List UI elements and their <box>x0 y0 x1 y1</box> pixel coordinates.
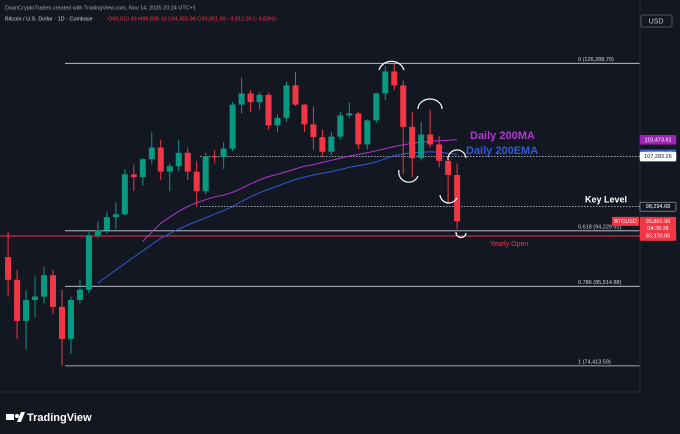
candle-body <box>355 113 362 145</box>
candle-body <box>76 289 83 300</box>
price-tag <box>639 135 677 145</box>
price-tags: 110,473.61107,733.05107,283.2698,294.689… <box>612 135 677 241</box>
candle-body <box>328 136 335 152</box>
logo: TradingView <box>6 412 92 424</box>
candle-body <box>14 279 21 321</box>
arc <box>378 60 405 71</box>
currency: USD <box>649 18 664 25</box>
symbol: Bitcoin / U.S. Dollar · 1D · Coinbase <box>5 16 93 22</box>
candle-body <box>148 147 155 160</box>
candle-body <box>139 159 146 178</box>
series-label: Daily 200EMA <box>466 145 538 157</box>
price-tag-label: 107,283.26 <box>644 154 672 160</box>
symbol-tag <box>612 216 639 226</box>
candle-body <box>211 156 218 158</box>
candle-body <box>400 85 407 127</box>
candle-body <box>409 126 416 159</box>
candle-body <box>436 144 443 161</box>
candle-body <box>5 257 12 280</box>
brand: TradingView <box>27 412 92 424</box>
candle-body <box>229 104 236 149</box>
logo-mark <box>6 414 14 420</box>
logo-mark <box>15 414 19 418</box>
candle-body <box>130 174 137 178</box>
annotations: Daily 200MA Daily 200EMA Key Level Yearly O… <box>466 130 627 248</box>
ma-line <box>142 139 458 242</box>
price-tag-label: 93,370.06 <box>646 234 670 240</box>
candle-body <box>103 217 110 231</box>
last-price-label: 95,801.99 <box>646 219 670 225</box>
candle-body <box>58 306 65 339</box>
price-tag <box>639 201 677 212</box>
price-tag <box>639 151 677 162</box>
price-tag-label: 98,294.68 <box>646 204 670 210</box>
candle-body <box>121 174 128 215</box>
candle-body <box>427 134 434 145</box>
candle-body <box>337 115 344 137</box>
candle-body <box>202 156 209 192</box>
price-tag-label: 110,473.61 <box>644 137 671 143</box>
arc <box>439 194 458 204</box>
candle-body <box>382 71 389 94</box>
candle-body <box>445 160 452 175</box>
circle-annotations <box>378 60 467 239</box>
candle-body <box>238 93 245 105</box>
candle-body <box>346 113 353 116</box>
candle-body <box>94 230 101 236</box>
candle-body <box>373 93 380 121</box>
level-label: 0 (126,288.79) <box>578 57 614 63</box>
candle-body <box>418 134 425 159</box>
candle-body <box>41 275 48 297</box>
ohlc: O99,610.49 H99,836.10 L94,455.98 C95,801… <box>108 16 276 22</box>
arc <box>417 98 443 110</box>
candle-body <box>112 214 119 218</box>
arc <box>398 169 419 183</box>
candle-body <box>274 117 281 126</box>
level-label: 0.786 (85,514.88) <box>578 280 622 286</box>
candle-body <box>175 152 182 167</box>
candle-body <box>166 166 173 172</box>
candle-body <box>184 152 191 172</box>
candle-body <box>85 235 92 290</box>
symbol-label: BTCUSD <box>614 219 637 225</box>
ma-line <box>97 151 458 284</box>
level-label: 1 (74,413.59) <box>578 359 611 365</box>
arc <box>455 231 467 239</box>
candle-body <box>301 104 308 125</box>
candle-body <box>157 147 164 172</box>
candle-body <box>364 120 371 145</box>
candle-body <box>193 171 200 192</box>
candle-body <box>265 94 272 126</box>
logo-mark <box>17 412 25 422</box>
level-label: 0.618 (94,229.91) <box>578 224 622 230</box>
candle-body <box>292 85 299 105</box>
arc <box>447 149 467 161</box>
candle-body <box>256 94 263 103</box>
currency-box <box>640 14 673 28</box>
candle-body <box>247 93 254 103</box>
candle-body <box>23 299 30 321</box>
candle-body <box>67 299 74 339</box>
candle-body <box>32 296 39 300</box>
candle-body <box>310 124 317 138</box>
candle-body <box>50 275 56 307</box>
levels: 0 (126,288.79) 0.618 (94,229.91) 0.786 (85… <box>0 57 640 367</box>
annotation: Yearly Open <box>490 241 528 248</box>
series-label: Daily 200MA <box>470 130 535 142</box>
moving-averages <box>97 139 458 284</box>
candle-body <box>391 71 398 86</box>
last-price-tag <box>640 216 676 233</box>
candle-body <box>283 85 290 118</box>
credit: DaanCryptoTrades created with TradingVie… <box>5 5 196 11</box>
candle-body <box>319 137 326 152</box>
candle-body <box>220 148 227 158</box>
countdown: 04:35:26 <box>647 226 668 232</box>
candles <box>5 63 461 366</box>
annotation: Key Level <box>585 194 627 204</box>
